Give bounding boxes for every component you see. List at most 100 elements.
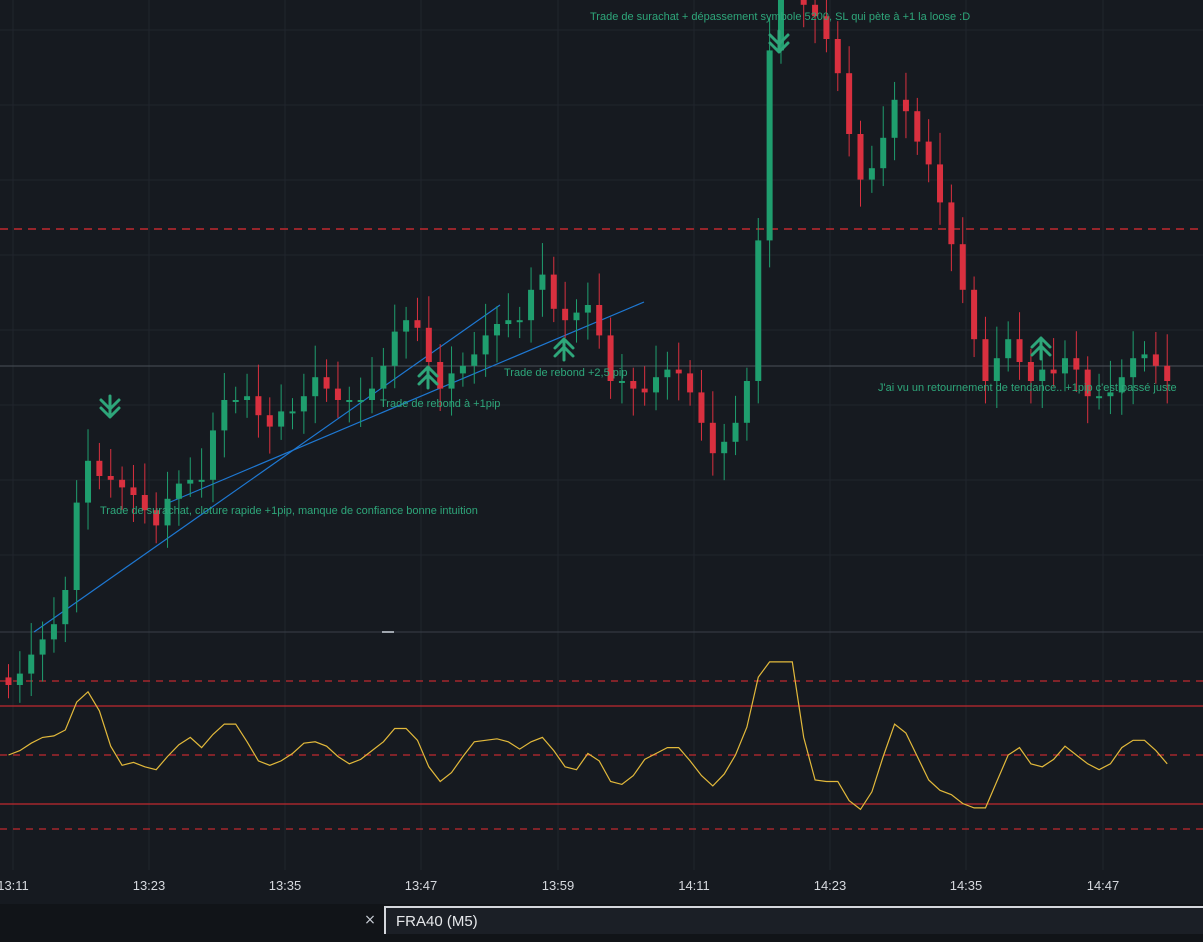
candle-body bbox=[573, 312, 580, 321]
candle-body bbox=[562, 308, 569, 321]
arrow-down-icon bbox=[99, 394, 121, 419]
candle-body bbox=[630, 381, 637, 389]
annotation-overbought-quick-close: Trade de surachat, cloture rapide +1pip,… bbox=[100, 505, 478, 517]
candle-body bbox=[425, 327, 432, 362]
time-axis-label: 14:35 bbox=[949, 878, 983, 893]
trendline-long bbox=[33, 304, 501, 633]
candle-body bbox=[62, 590, 69, 625]
candle-body bbox=[732, 422, 739, 442]
annotation-rebound-2-5pip: Trade de rebond +2,5 pip bbox=[504, 367, 628, 379]
time-axis-label: 13:11 bbox=[0, 878, 29, 893]
candle-body bbox=[346, 400, 353, 402]
candle-body bbox=[584, 305, 591, 313]
candle-body bbox=[607, 335, 614, 381]
candle-body bbox=[721, 441, 728, 454]
candle-body bbox=[289, 411, 296, 414]
candle-body bbox=[153, 510, 160, 526]
candle-body bbox=[800, 0, 807, 5]
candle-body bbox=[1107, 392, 1114, 397]
candle-body bbox=[743, 381, 750, 423]
candle-body bbox=[1141, 354, 1148, 359]
candle-body bbox=[1096, 396, 1103, 399]
time-axis-label: 13:59 bbox=[541, 878, 575, 893]
candle-body bbox=[618, 381, 625, 383]
candle-body bbox=[516, 320, 523, 323]
time-axis-label: 13:23 bbox=[132, 878, 166, 893]
arrow-up-icon bbox=[1030, 336, 1052, 361]
candle-body bbox=[448, 373, 455, 389]
close-tab-button[interactable]: × bbox=[364, 912, 376, 928]
pane-splitter-handle[interactable] bbox=[382, 631, 394, 633]
candle-body bbox=[1016, 339, 1023, 362]
candle-body bbox=[528, 289, 535, 321]
candle-body bbox=[369, 388, 376, 400]
candle-body bbox=[675, 369, 682, 374]
candle-body bbox=[971, 289, 978, 340]
candle-body bbox=[107, 476, 114, 480]
candle-body bbox=[653, 377, 660, 393]
candle-body bbox=[766, 50, 773, 241]
candle-body bbox=[823, 16, 830, 39]
candle-body bbox=[459, 365, 466, 374]
candle-body bbox=[982, 339, 989, 381]
candle-body bbox=[73, 502, 80, 590]
candle-body bbox=[198, 479, 205, 482]
chart-grid bbox=[0, 0, 1203, 870]
candle-body bbox=[596, 305, 603, 336]
candle-body bbox=[39, 639, 46, 655]
candle-body bbox=[857, 134, 864, 180]
candle-body bbox=[391, 331, 398, 366]
candle-body bbox=[834, 39, 841, 74]
candle-body bbox=[505, 320, 512, 324]
symbol-tab[interactable]: FRA40 (M5) bbox=[384, 906, 1203, 934]
candle-body bbox=[255, 396, 262, 416]
time-axis-label: 13:47 bbox=[404, 878, 438, 893]
candle-body bbox=[221, 400, 228, 431]
candle-body bbox=[414, 320, 421, 328]
candle-body bbox=[380, 365, 387, 389]
time-axis-label: 14:11 bbox=[678, 878, 710, 893]
candle-body bbox=[244, 396, 251, 400]
candle-body bbox=[1073, 358, 1080, 370]
trendlines[interactable] bbox=[33, 301, 645, 633]
arrow-up-icon bbox=[417, 365, 439, 390]
arrow-up-icon bbox=[553, 337, 575, 362]
candle-body bbox=[868, 168, 875, 180]
candle-body bbox=[539, 274, 546, 290]
annotation-trend-reversal: J'ai vu un retournement de tendance.. +1… bbox=[878, 382, 1177, 394]
candle-body bbox=[209, 430, 216, 480]
time-axis-label: 14:23 bbox=[813, 878, 847, 893]
candle-body bbox=[50, 624, 57, 640]
annotation-overbought-5200: Trade de surachat + dépassement symbole … bbox=[590, 11, 971, 23]
annotation-rebound-1pip: Trade de rebond à +1pip bbox=[380, 398, 501, 410]
candle-body bbox=[1130, 358, 1137, 378]
candle-body bbox=[334, 388, 341, 400]
candle-body bbox=[312, 377, 319, 397]
candle-body bbox=[1164, 365, 1171, 381]
candlestick-series bbox=[5, 0, 1171, 703]
candle-body bbox=[1084, 369, 1091, 397]
oscillator-series bbox=[8, 661, 1168, 811]
candle-body bbox=[709, 422, 716, 454]
candle-body bbox=[96, 460, 103, 476]
candle-body bbox=[357, 400, 364, 402]
candle-body bbox=[993, 358, 1000, 381]
candle-body bbox=[1027, 362, 1034, 381]
candle-body bbox=[164, 498, 171, 526]
time-axis-label: 13:35 bbox=[268, 878, 302, 893]
candle-body bbox=[698, 392, 705, 423]
candle-body bbox=[482, 335, 489, 355]
candle-body bbox=[902, 99, 909, 112]
candle-body bbox=[16, 673, 23, 685]
trade-markers bbox=[99, 29, 1052, 419]
candle-body bbox=[914, 111, 921, 142]
time-axis-label: 14:47 bbox=[1086, 878, 1120, 893]
candle-body bbox=[1152, 354, 1159, 366]
candle-body bbox=[959, 244, 966, 290]
chevron-stroke bbox=[99, 394, 121, 419]
candle-body bbox=[278, 411, 285, 427]
candle-body bbox=[187, 479, 194, 484]
candle-body bbox=[925, 141, 932, 165]
candle-body bbox=[687, 373, 694, 393]
